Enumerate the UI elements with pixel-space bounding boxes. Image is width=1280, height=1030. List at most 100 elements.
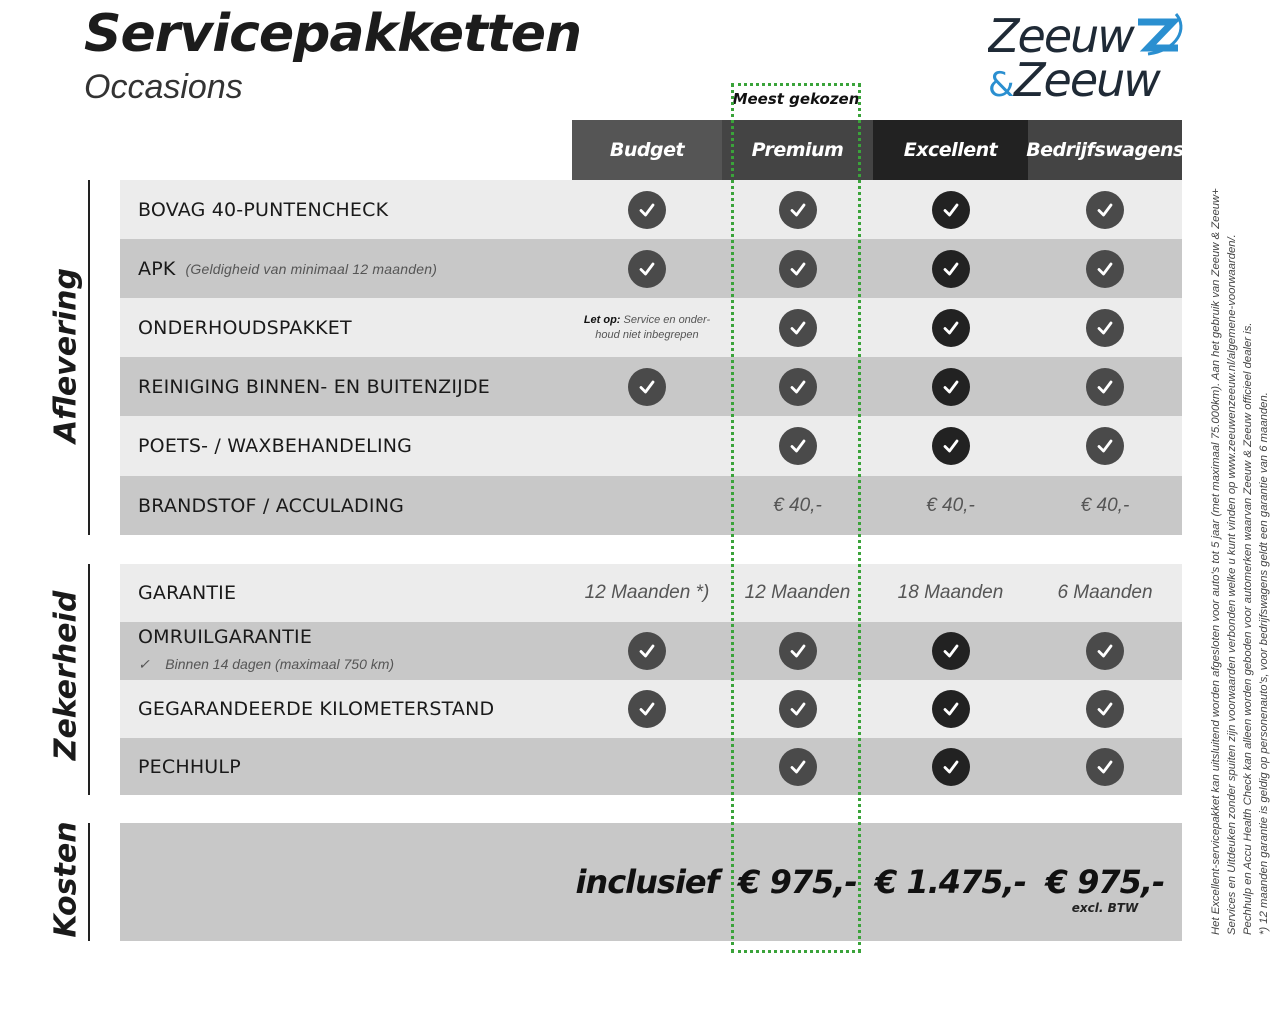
row-label-text: PECHHULP <box>138 755 241 778</box>
cell-value: € 40,- <box>1080 494 1130 516</box>
check-icon <box>1086 308 1124 347</box>
cell-budget <box>572 357 722 416</box>
cell-value: € 40,- <box>926 494 975 516</box>
table-row: BRANDSTOF / ACCULADING € 40,- € 40,- € 40,- <box>120 476 1182 535</box>
table-row: PECHHULP <box>120 738 1182 795</box>
row-label-text: APK <box>138 257 176 280</box>
footnote: Pechhulp en Accu Health Check kan alleen… <box>1242 322 1254 935</box>
cell-premium <box>722 357 873 416</box>
row-label: GARANTIE <box>138 564 236 622</box>
cell-excellent: € 40,- <box>873 476 1028 535</box>
check-icon <box>778 249 817 288</box>
costs-row: inclusief € 975,- € 1.475,- € 975,- excl… <box>120 823 1182 941</box>
cell-excellent <box>873 738 1028 795</box>
check-icon <box>1086 747 1124 786</box>
cell-premium <box>722 239 873 298</box>
cell-excellent <box>873 239 1028 298</box>
check-icon <box>778 427 817 465</box>
check-icon <box>931 190 970 229</box>
cell-bedrijfswagens <box>1028 622 1182 680</box>
column-header-premium: Premium <box>722 120 873 180</box>
cell-bedrijfswagens <box>1028 180 1182 239</box>
check-icon <box>931 427 970 465</box>
check-icon <box>1086 367 1124 406</box>
section-divider <box>88 564 90 795</box>
cell-excellent <box>873 680 1028 738</box>
svg-text:Zeeuw: Zeeuw <box>988 9 1135 63</box>
cell-budget: Let op: Service en onder-houd niet inbeg… <box>572 298 722 357</box>
table-row: ONDERHOUDSPAKKET Let op: Service en onder… <box>120 298 1182 357</box>
check-icon <box>778 690 817 728</box>
check-icon <box>1086 632 1124 670</box>
footnote: Het Excellent-servicepakket kan uitsluit… <box>1210 188 1222 935</box>
svg-text:Zeeuw: Zeeuw <box>1012 53 1161 100</box>
row-sublabel: ✓ Binnen 14 dagen (maximaal 750 km) <box>138 656 394 673</box>
check-icon <box>1086 190 1124 229</box>
section-label-kosten: Kosten <box>48 821 84 938</box>
cell-bedrijfswagens: 6 Maanden <box>1028 564 1182 622</box>
note-text: Let op: Service en onder-houd niet inbeg… <box>584 313 710 343</box>
row-label-text: OMRUILGARANTIE <box>138 626 313 648</box>
row-label: OMRUILGARANTIE <box>138 608 312 666</box>
table-row: BOVAG 40-PUNTENCHECK <box>120 180 1182 239</box>
cell-premium <box>722 416 873 476</box>
row-label-text: POETS- / WAXBEHANDELING <box>138 435 413 457</box>
check-icon <box>778 747 817 786</box>
column-header-excellent: Excellent <box>873 120 1028 180</box>
check-icon <box>1086 249 1124 288</box>
cell-excellent <box>873 357 1028 416</box>
row-label: ONDERHOUDSPAKKET <box>138 298 352 357</box>
check-icon <box>778 190 817 229</box>
table-row: REINIGING BINNEN- EN BUITENZIJDE <box>120 357 1182 416</box>
check-icon <box>628 367 666 406</box>
cell-bedrijfswagens <box>1028 680 1182 738</box>
check-icon <box>931 690 970 728</box>
cell-budget <box>572 622 722 680</box>
cell-bedrijfswagens: € 40,- <box>1028 476 1182 535</box>
cell-premium <box>722 680 873 738</box>
footnote: *) 12 maanden garantie is geldig op pers… <box>1258 392 1270 935</box>
section-divider <box>88 823 90 941</box>
cell-bedrijfswagens <box>1028 239 1182 298</box>
cell-premium <box>722 298 873 357</box>
note-bold: Let op: <box>583 313 621 326</box>
footnotes: Het Excellent-servicepakket kan uitsluit… <box>1208 115 1272 935</box>
zeeuw-logo: Zeeuw & Zeeuw <box>988 9 1183 100</box>
cell-bedrijfswagens <box>1028 738 1182 795</box>
cell-value: 12 Maanden *) <box>584 582 710 603</box>
cell-premium: € 40,- <box>722 476 873 535</box>
excl-btw-label: excl. BTW <box>1071 901 1139 915</box>
row-label-text: GARANTIE <box>138 582 237 604</box>
cell-budget <box>572 680 722 738</box>
column-header-budget: Budget <box>572 120 722 180</box>
svg-text:&: & <box>988 65 1015 100</box>
cell-excellent <box>873 622 1028 680</box>
table-row: OMRUILGARANTIE ✓ Binnen 14 dagen (maximaa… <box>120 622 1182 680</box>
section-divider <box>88 180 90 535</box>
page-title: Servicepakketten <box>84 4 582 64</box>
cell-budget <box>572 239 722 298</box>
cell-value: 12 Maanden <box>744 582 851 603</box>
row-label: REINIGING BINNEN- EN BUITENZIJDE <box>138 357 490 416</box>
table-row: POETS- / WAXBEHANDELING <box>120 416 1182 476</box>
check-icon <box>1086 427 1124 465</box>
cell-value: € 40,- <box>773 494 822 516</box>
footnote: Services en Uitdeuken zonder spuiten zij… <box>1226 234 1238 935</box>
check-icon <box>1086 690 1124 728</box>
row-label-text: REINIGING BINNEN- EN BUITENZIJDE <box>138 375 490 398</box>
check-icon <box>931 249 970 288</box>
cell-premium <box>722 622 873 680</box>
table-row: GEGARANDEERDE KILOMETERSTAND <box>120 680 1182 738</box>
check-icon <box>628 632 666 670</box>
check-icon <box>778 367 817 406</box>
cell-bedrijfswagens <box>1028 298 1182 357</box>
check-icon <box>931 308 970 347</box>
cell-premium <box>722 738 873 795</box>
cell-excellent <box>873 180 1028 239</box>
cost-bedrijfswagens: € 975,- <box>1045 863 1166 901</box>
row-label: POETS- / WAXBEHANDELING <box>138 416 412 476</box>
row-label: BRANDSTOF / ACCULADING <box>138 476 404 535</box>
table-row: APK (Geldigheid van minimaal 12 maanden) <box>120 239 1182 298</box>
row-label: APK (Geldigheid van minimaal 12 maanden) <box>138 239 437 298</box>
most-chosen-highlight <box>731 83 861 953</box>
